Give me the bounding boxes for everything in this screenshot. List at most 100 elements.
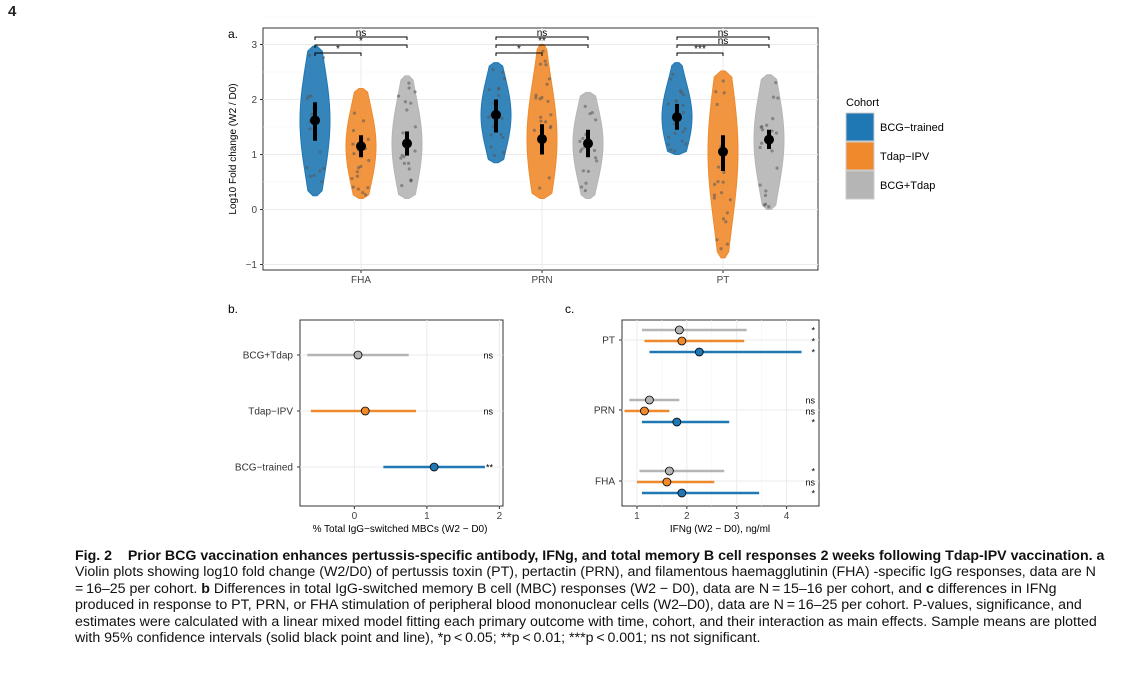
jitter-point xyxy=(351,128,356,133)
significance-label: ns xyxy=(483,351,493,361)
jitter-point xyxy=(673,131,677,135)
legend-key-bcg xyxy=(845,112,875,142)
jitter-point xyxy=(758,183,762,187)
jitter-point xyxy=(667,135,671,139)
jitter-point xyxy=(307,53,312,57)
jitter-point xyxy=(725,242,729,246)
jitter-point xyxy=(763,193,768,197)
jitter-point xyxy=(538,186,542,190)
point-fha-bcg-tdap xyxy=(664,466,674,476)
jitter-point xyxy=(545,82,549,86)
mean-pt-tdap-ipv xyxy=(718,146,728,157)
jitter-point xyxy=(405,108,409,112)
jitter-point xyxy=(534,93,538,97)
jitter-point xyxy=(581,136,585,141)
panel-a-ytick-label: 0 xyxy=(251,205,257,216)
jitter-point xyxy=(308,127,312,131)
jitter-point xyxy=(578,139,582,143)
significance-label: ns xyxy=(356,28,367,39)
jitter-point xyxy=(674,99,679,103)
jitter-point xyxy=(413,149,417,153)
jitter-point xyxy=(355,170,359,174)
jitter-point xyxy=(308,174,312,178)
panel-b-ytick-label: Tdap−IPV xyxy=(248,407,293,418)
jitter-point xyxy=(489,133,493,137)
jitter-point xyxy=(721,180,725,184)
panel-a-axes: −1 0 1 2 3 FHA PRN PT xyxy=(246,40,730,286)
jitter-point xyxy=(770,149,774,153)
jitter-point xyxy=(767,205,771,209)
panel-a-label: a. xyxy=(228,27,238,41)
point-bcg-trained xyxy=(429,462,439,472)
jitter-point xyxy=(684,142,688,146)
jitter-point xyxy=(722,170,726,174)
jitter-point xyxy=(666,143,670,147)
jitter-point xyxy=(543,59,547,63)
mean-pt-bcg-trained xyxy=(672,112,682,123)
jitter-point xyxy=(318,169,322,173)
panel-c-label: c. xyxy=(565,302,574,316)
jitter-point xyxy=(682,110,686,114)
jitter-point xyxy=(681,103,685,107)
jitter-point xyxy=(406,161,411,165)
jitter-point xyxy=(322,166,326,171)
mean-fha-tdap-ipv xyxy=(356,141,366,152)
point-tdap-ipv xyxy=(360,406,370,416)
jitter-point xyxy=(496,87,501,91)
significance-bracket xyxy=(495,36,589,40)
jitter-point xyxy=(538,115,543,119)
caption-c-label: c xyxy=(925,580,934,597)
jitter-point xyxy=(305,166,309,170)
jitter-point xyxy=(715,238,719,242)
jitter-point xyxy=(351,185,355,189)
jitter-point xyxy=(413,90,417,94)
mean-pt-bcg-tdap xyxy=(764,134,774,145)
caption-c-text: differences in IFNg produced in response… xyxy=(75,580,1097,647)
significance-label: * xyxy=(811,337,815,347)
significance-label: ns xyxy=(718,36,729,47)
significance-label: ns xyxy=(537,28,548,39)
caption-fig-number: Fig. 2 xyxy=(75,548,113,564)
jitter-point xyxy=(364,193,368,197)
mean-prn-bcg-tdap xyxy=(583,138,593,149)
significance-label: ns xyxy=(805,407,815,417)
panel-b-ytick-label: BCG−trained xyxy=(235,463,293,474)
jitter-point xyxy=(678,89,683,93)
jitter-point xyxy=(544,120,548,124)
jitter-point xyxy=(320,180,324,184)
jitter-point xyxy=(719,247,723,251)
page-number: 4 xyxy=(8,3,17,20)
jitter-point xyxy=(534,96,538,100)
panel-c-xtick-label: 4 xyxy=(784,511,790,522)
jitter-point xyxy=(400,184,404,188)
panel-a-ytick-label: −1 xyxy=(246,260,258,271)
jitter-point xyxy=(352,151,356,156)
significance-label: ns xyxy=(805,396,815,406)
significance-label: ns xyxy=(483,407,493,417)
panel-a-xtick-label: PRN xyxy=(531,275,552,286)
jitter-point xyxy=(594,156,598,160)
jitter-point xyxy=(549,124,553,129)
legend-label-combo: BCG+Tdap xyxy=(880,180,935,192)
jitter-point xyxy=(681,130,685,134)
panel-b-xlabel: % Total IgG−switched MBCs (W2 − D0) xyxy=(313,524,488,535)
panel-c-xtick-label: 2 xyxy=(684,511,690,522)
significance-bracket xyxy=(676,36,770,40)
jitter-point xyxy=(765,123,769,127)
jitter-point xyxy=(355,174,360,178)
jitter-point xyxy=(716,180,720,184)
jitter-point xyxy=(712,196,716,200)
significance-label: * xyxy=(811,467,815,477)
panel-a-means xyxy=(310,99,774,171)
significance-bracket xyxy=(676,44,770,48)
significance-label: ** xyxy=(486,463,494,473)
jitter-point xyxy=(307,94,311,98)
jitter-point xyxy=(409,178,413,182)
figure-caption: Fig. 2 Prior BCG vaccination enhances pe… xyxy=(75,548,1105,646)
legend-key-combo xyxy=(845,170,875,200)
significance-label: *** xyxy=(694,44,706,55)
jitter-point xyxy=(762,203,767,207)
jitter-point xyxy=(764,189,768,193)
panel-c-axes: PT PRN FHA 1 2 3 4 xyxy=(594,336,790,523)
